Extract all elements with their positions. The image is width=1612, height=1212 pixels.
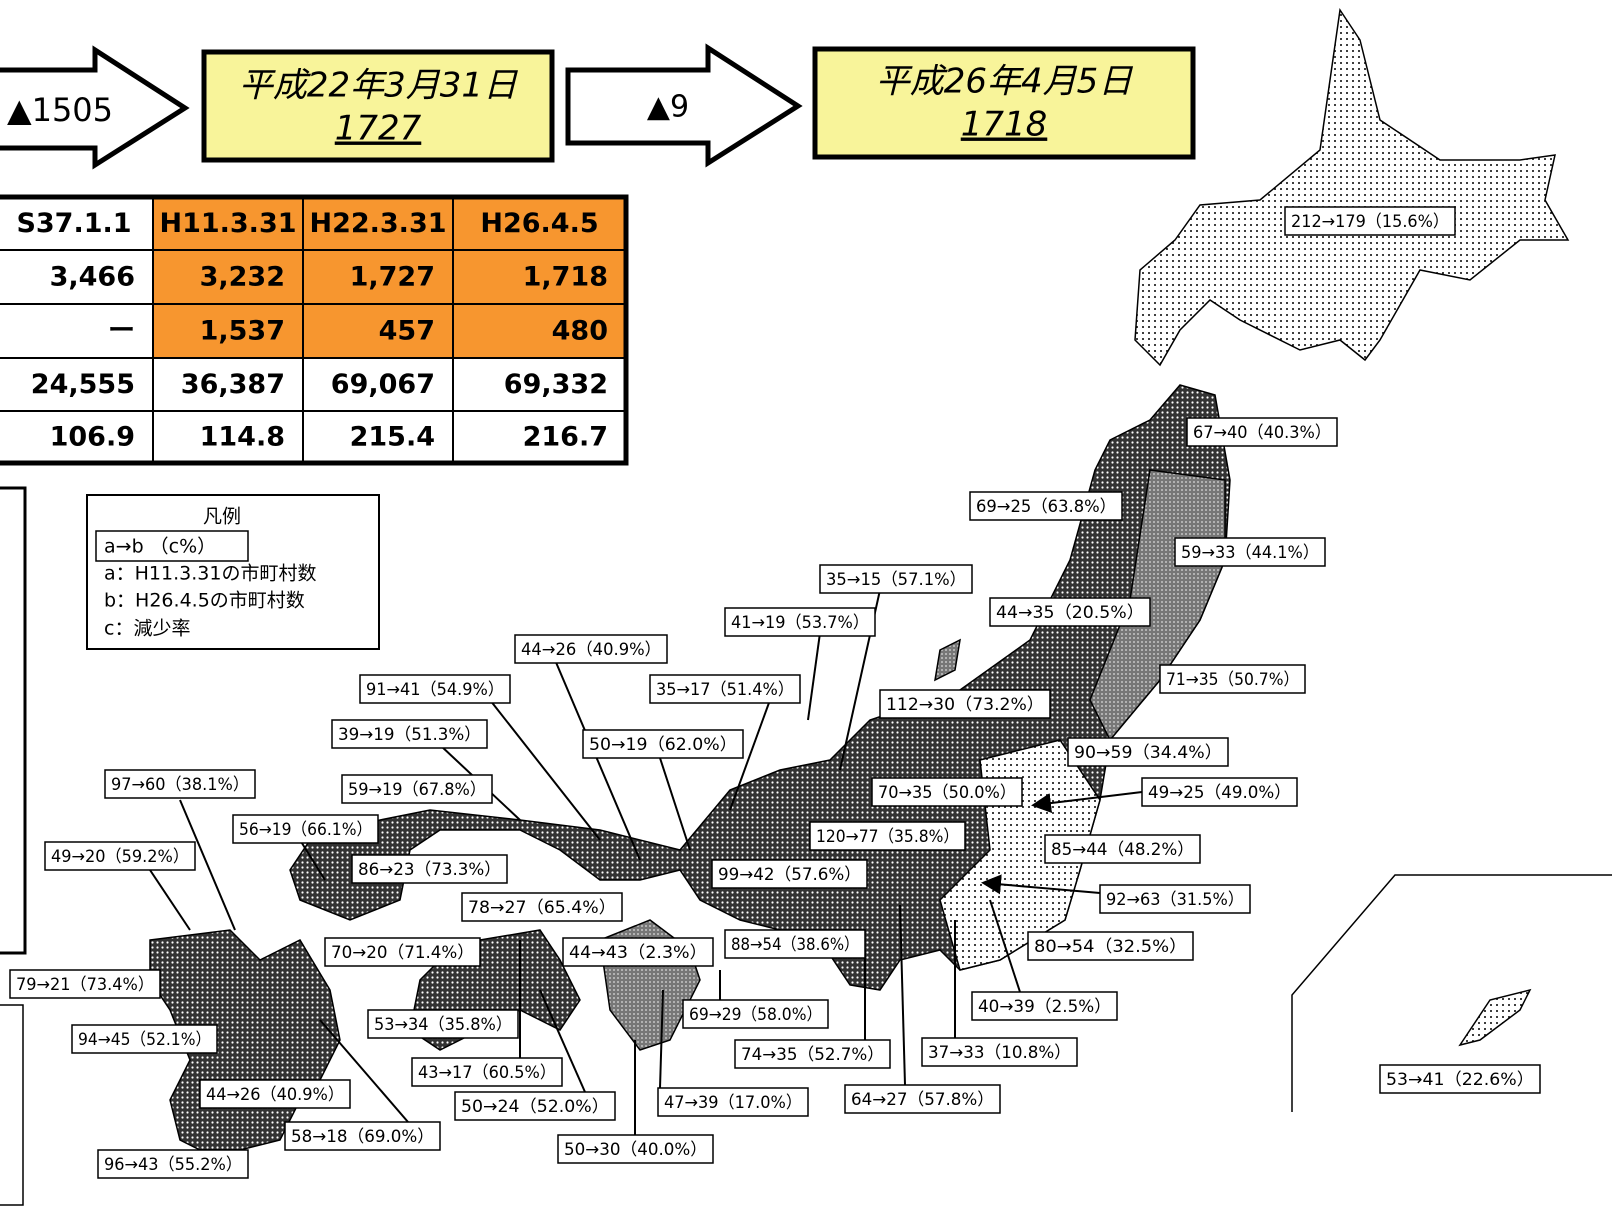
region-label: 92→63（31.5%） (1106, 890, 1244, 910)
region-label: 43→17（60.5%） (418, 1063, 556, 1083)
region-label: 44→26（40.9%） (206, 1085, 344, 1105)
region-label: 35→17（51.4%） (656, 680, 794, 700)
region-label: 39→19（51.3%） (338, 725, 481, 745)
count: 1718 (961, 105, 1048, 145)
legend-format: a→b （c%） (104, 536, 216, 558)
legend-item: b：H26.4.5の市町村数 (104, 590, 305, 612)
region-label: 88→54（38.6%） (731, 935, 859, 955)
region-label: 49→25（49.0%） (1148, 783, 1291, 803)
region-label: 120→77（35.8%） (816, 827, 959, 847)
table-value: 3,232 (200, 262, 285, 293)
region-label: 96→43（55.2%） (104, 1155, 242, 1175)
table: S37.1.1 H11.3.31 H22.3.31 H26.4.5 3,466 3,232… (0, 197, 626, 463)
region-label: 40→39（2.5%） (978, 997, 1111, 1017)
region-label: 99→42（57.6%） (718, 865, 861, 885)
region-label: 50→30（40.0%） (564, 1140, 707, 1160)
region-label: 69→29（58.0%） (689, 1005, 822, 1025)
region-label: 47→39（17.0%） (664, 1093, 802, 1113)
table-value: 457 (379, 316, 435, 347)
table-value: 69,067 (331, 369, 435, 400)
region-label: 91→41（54.9%） (366, 680, 504, 700)
region-label: 74→35（52.7%） (741, 1045, 884, 1065)
region-label: 112→30（73.2%） (886, 695, 1044, 715)
count: 1727 (335, 109, 422, 149)
table-value: 1,537 (200, 316, 285, 347)
table-header: H11.3.31 (159, 208, 296, 239)
region-label: 44→43（2.3%） (569, 943, 707, 963)
left-frame (0, 1005, 23, 1205)
region-label: 53→41（22.6%） (1386, 1070, 1534, 1090)
table-value: 215.4 (350, 422, 435, 453)
table-value: 106.9 (50, 422, 135, 453)
region-label: 80→54（32.5%） (1034, 937, 1187, 957)
left-frame (0, 488, 25, 953)
region-label: 56→19（66.1%） (239, 820, 372, 840)
table-value: 114.8 (200, 422, 285, 453)
table-value: 24,555 (31, 369, 135, 400)
region-label: 59→19（67.8%） (348, 780, 486, 800)
region-label: 90→59（34.4%） (1074, 743, 1222, 763)
region-label: 49→20（59.2%） (51, 847, 189, 867)
date: 平成22年3月31日 (239, 66, 518, 106)
okinawa (1460, 990, 1530, 1045)
region-label: 94→45（52.1%） (78, 1030, 211, 1050)
region-label: 212→179（15.6%） (1291, 212, 1449, 232)
region-label: 50→19（62.0%） (589, 735, 737, 755)
hokkaido (1135, 10, 1568, 365)
region-label: 71→35（50.7%） (1166, 670, 1299, 690)
table-value: 69,332 (504, 369, 608, 400)
date: 平成26年4月5日 (876, 62, 1134, 102)
region-label: 50→24（52.0%） (461, 1097, 609, 1117)
region-label: 64→27（57.8%） (851, 1090, 994, 1110)
table-value: 216.7 (523, 422, 608, 453)
legend-item: c：減少率 (104, 618, 190, 640)
region-label: 69→25（63.8%） (976, 497, 1116, 517)
table-value: 36,387 (181, 369, 285, 400)
sado (935, 640, 960, 680)
arrow-text: ▲1505 (7, 91, 113, 129)
region-label: 86→23（73.3%） (358, 860, 501, 880)
region-label: 44→35（20.5%） (996, 603, 1144, 623)
region-label: 78→27（65.4%） (468, 898, 616, 918)
table-header: S37.1.1 (16, 208, 131, 239)
region-label: 85→44（48.2%） (1051, 840, 1194, 860)
table-value: 480 (552, 316, 608, 347)
arrow-text: ▲9 (647, 90, 689, 125)
region-label: 97→60（38.1%） (111, 775, 249, 795)
region-label: 70→35（50.0%） (878, 783, 1016, 803)
legend-item: a：H11.3.31の市町村数 (104, 563, 316, 585)
table-header: H22.3.31 (309, 208, 446, 239)
region-label: 37→33（10.8%） (928, 1043, 1071, 1063)
table-header: H26.4.5 (480, 208, 598, 239)
table-value: 3,466 (50, 262, 135, 293)
region-label: 70→20（71.4%） (331, 943, 474, 963)
table-value: 1,718 (523, 262, 608, 293)
page: ▲1505 平成22年3月31日 1727 ▲9 平成26年4月5日 1718 … (0, 0, 1612, 1212)
region-label: 35→15（57.1%） (826, 570, 966, 590)
table-value: ー (108, 316, 135, 347)
region-label: 59→33（44.1%） (1181, 543, 1319, 563)
region-label: 41→19（53.7%） (731, 613, 869, 633)
region-label: 58→18（69.0%） (291, 1127, 434, 1147)
region-label: 67→40（40.3%） (1193, 423, 1331, 443)
table-value: 1,727 (350, 262, 435, 293)
legend-title: 凡例 (203, 506, 241, 528)
region-label: 44→26（40.9%） (521, 640, 661, 660)
region-label: 79→21（73.4%） (16, 975, 154, 995)
region-label: 53→34（35.8%） (374, 1015, 512, 1035)
